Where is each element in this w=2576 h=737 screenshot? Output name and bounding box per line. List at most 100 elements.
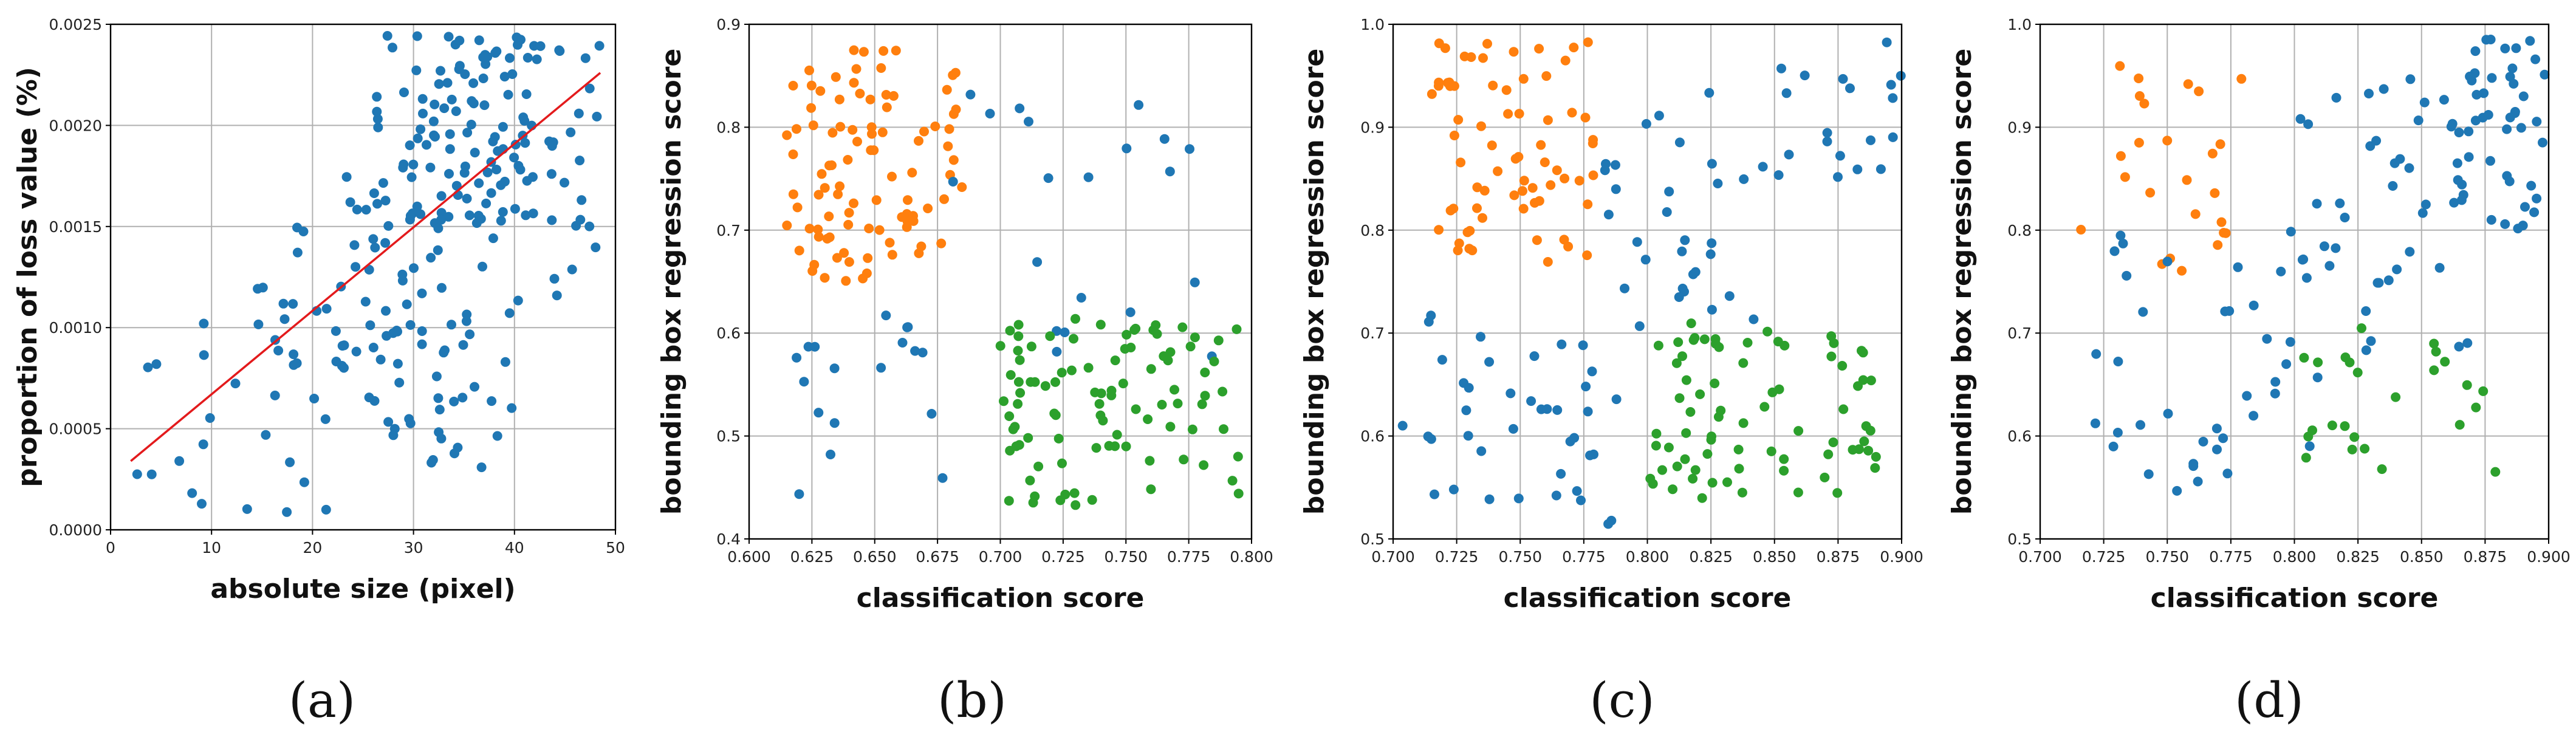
panel-2-point-blue [903,322,913,332]
panel-2-point-orange [891,46,901,56]
panel-3-point-green [1651,428,1662,439]
panel-3-point-orange [1559,235,1569,245]
panel-1-point-samples [417,339,427,349]
panel-3-point-orange [1482,39,1492,49]
panel-2-point-orange [824,211,834,222]
panel-2-point-orange [874,225,885,235]
panel-4-point-blue [2113,357,2123,366]
panel-2-point-orange [866,122,877,132]
panel-2-point-orange [817,169,827,179]
panel-1-point-samples [417,326,427,336]
panel-2-point-orange [844,257,854,267]
panel-2-point-blue [910,346,920,356]
panel-2-x-tick-label: 0.625 [790,548,834,566]
panel-3-x-tick-label: 0.900 [1880,548,1923,566]
panel-1-point-samples [345,197,355,207]
panel-4-point-blue [2162,256,2173,267]
panel-2-point-green [1069,334,1078,344]
panel-2-point-orange [885,238,895,248]
panel-3-point-green [1716,405,1726,416]
panel-3-point-blue [1845,83,1855,94]
panel-1-point-samples [510,204,520,214]
panel-3-point-green [1681,428,1691,438]
panel-2-point-orange [844,208,854,218]
panel-1-point-samples [433,393,444,403]
panel-3-point-green [1742,338,1753,348]
panel-3-point-orange [1541,71,1552,81]
panel-4-point-blue [2389,158,2400,168]
panel-1-x-tick-label: 0 [106,539,115,557]
panel-1-point-samples [409,263,419,273]
panel-2-point-orange [788,149,798,159]
panel-2-point-blue [1024,117,1033,127]
panel-2-y-tick-label: 0.6 [716,324,741,342]
panel-3-point-blue [1680,235,1690,245]
panel-4-caption: (d) [2235,672,2304,728]
panel-1-point-samples [571,221,581,231]
panel-3-point-blue [1426,434,1436,444]
panel-2-point-orange [835,122,846,132]
panel-1-point-samples [522,53,533,63]
panel-2-point-green [1013,331,1024,341]
panel-1-point-samples [375,354,386,365]
panel-3-point-blue [1641,118,1651,129]
panel-1-point-samples [444,211,454,222]
panel-1-point-samples [242,504,252,514]
panel-4-point-orange [2076,225,2086,235]
panel-3-point-green [1773,337,1783,347]
panel-1-point-samples [372,199,382,209]
panel-3-point-orange [1532,235,1542,245]
panel-1-point-samples [298,227,309,236]
panel-1-point-samples [439,348,449,358]
panel-3-point-orange [1569,43,1579,53]
panel-1-point-samples [426,253,436,263]
panel-1-point-samples [278,298,289,309]
panel-1-point-samples [331,357,341,366]
panel-3-point-green [1711,338,1721,349]
panel-3-point-green [1858,348,1868,358]
panel-4-point-green [2313,357,2323,368]
panel-3-point-orange [1588,135,1598,145]
panel-2-point-green [1106,390,1117,400]
panel-4-point-orange [2219,228,2229,238]
panel-4-y-tick-label: 0.8 [2007,222,2032,239]
panel-3-point-green [1695,389,1705,399]
panel-2-point-green [1163,355,1173,366]
panel-3-point-orange [1493,166,1503,176]
panel-3-point-blue [1749,314,1759,324]
panel-3-point-blue [1674,292,1684,302]
panel-1-point-samples [575,156,585,166]
panel-3-point-green [1859,436,1869,447]
panel-2-point-orange [855,89,865,98]
panel-1-point-samples [382,31,392,41]
panel-3-point-blue [1565,436,1575,447]
panel-1-point-samples [574,108,584,118]
panel-3-point-orange [1527,183,1538,193]
panel-2-point-orange [807,266,818,276]
panel-4-point-orange [2134,74,2144,83]
panel-3-y-tick-label: 0.5 [1360,530,1385,548]
panel-3-point-orange [1560,55,1571,66]
panel-4-point-green [2349,432,2360,442]
panel-3-point-green [1737,487,1747,498]
panel-1-point-samples [273,346,284,355]
panel-1-point-samples [288,299,298,309]
panel-3-y-tick-label: 0.8 [1360,222,1385,239]
panel-1-point-samples [580,53,591,63]
panel-2-point-orange [877,127,888,137]
panel-2-point-orange [834,94,844,105]
panel-2-point-blue [985,109,995,118]
panel-3-point-orange [1552,165,1562,176]
panel-2-point-blue [1122,143,1132,154]
panel-3-point-blue [1459,378,1469,388]
panel-3-point-blue [1781,88,1792,98]
panel-2-point-orange [813,224,823,235]
panel-2-point-blue [1185,144,1194,154]
panel-3-point-orange [1434,38,1444,49]
panel-3-point-green [1829,338,1839,348]
panel-1-point-samples [462,193,472,204]
panel-3-point-orange [1466,52,1476,62]
panel-2-point-blue [792,352,802,363]
panel-3-point-orange [1536,140,1546,150]
panel-2-x-tick-label: 0.750 [1104,548,1148,566]
